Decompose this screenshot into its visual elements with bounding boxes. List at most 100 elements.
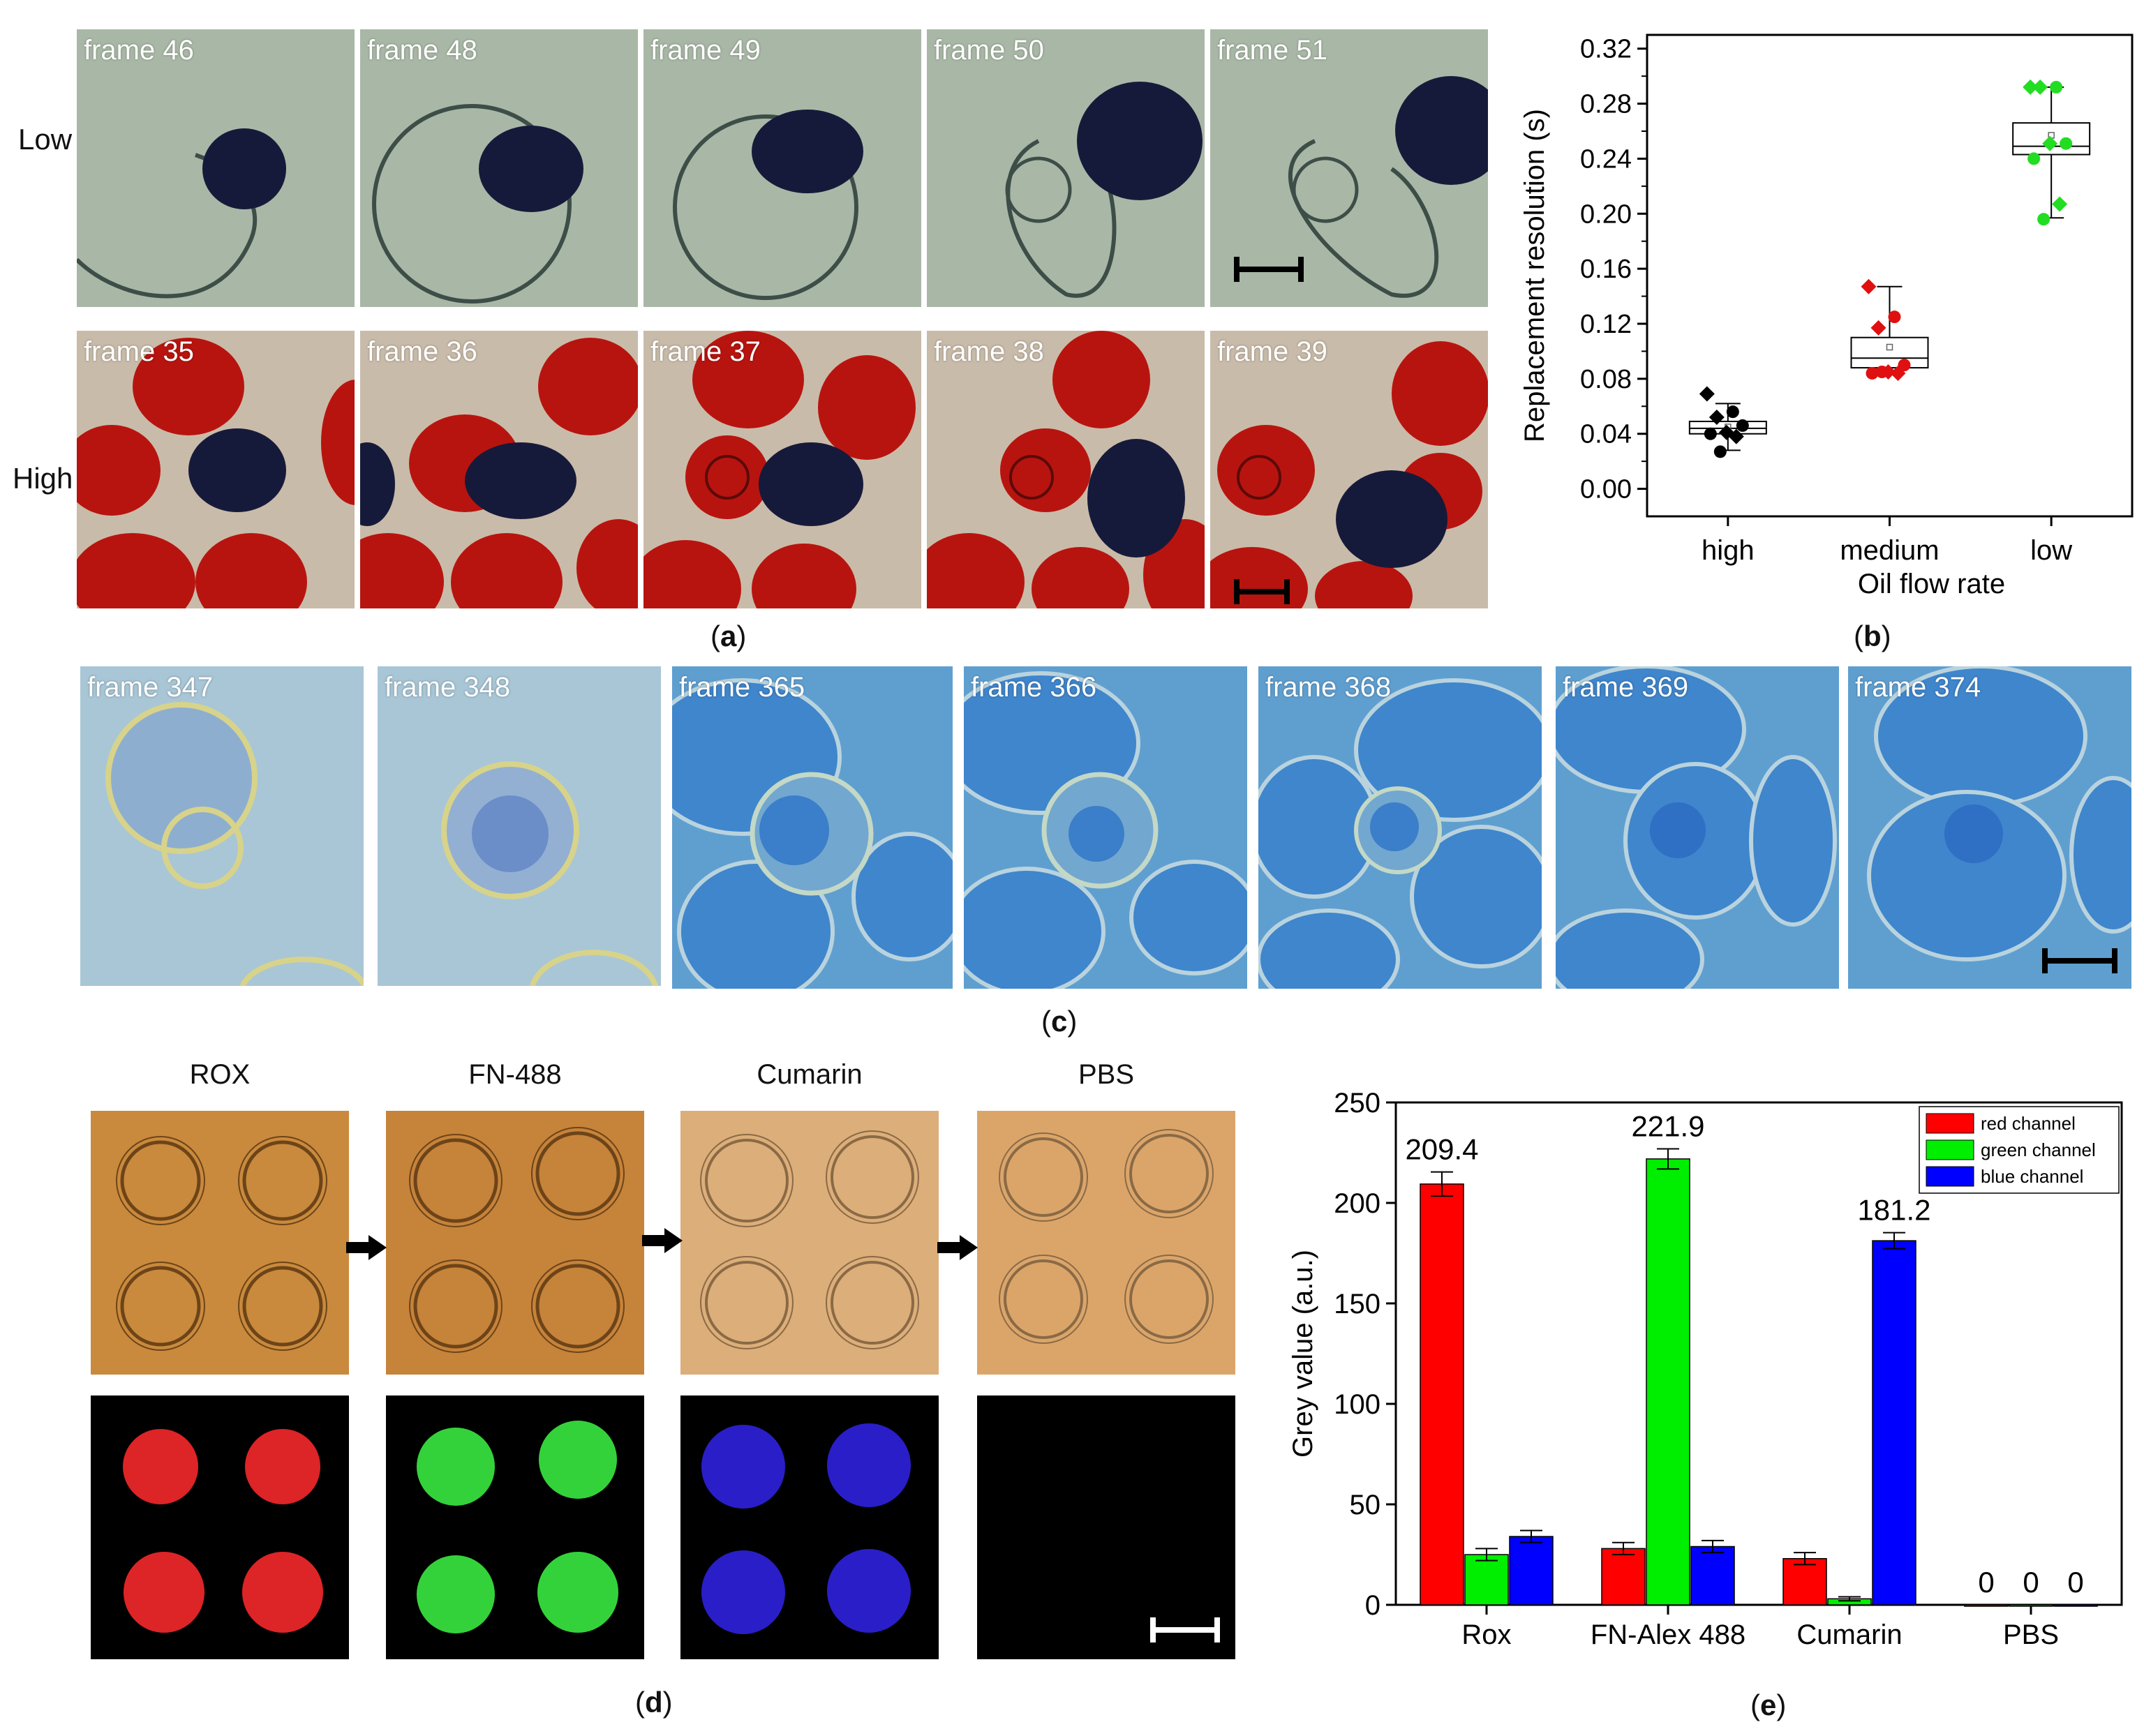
bar — [1464, 1554, 1509, 1606]
frame-label: frame 347 — [87, 672, 214, 703]
plot-frame — [1646, 33, 2134, 518]
chart-b: 0.00 0.04 0.08 0.12 0.16 0.20 0.24 0.28 0.32 Repl… — [1519, 33, 2134, 599]
d-fluor-cumarin — [680, 1395, 939, 1659]
frame-label: frame 374 — [1855, 672, 1981, 703]
bar — [2053, 1604, 2098, 1607]
data-point — [2027, 152, 2041, 165]
bar — [1646, 1158, 1690, 1606]
y-axis-label: Grey value (a.u.) — [1288, 1250, 1318, 1458]
bar — [1782, 1558, 1827, 1606]
data-point — [1699, 386, 1715, 402]
data-point — [2037, 213, 2050, 226]
frame-label: frame 36 — [367, 336, 477, 367]
c-frame-5: frame 368 — [1258, 666, 1542, 989]
data-point — [2052, 196, 2068, 212]
d-bright-pbs — [977, 1111, 1235, 1375]
y-tick-label: 0.24 — [1580, 144, 1632, 174]
data-label: 181.2 — [1857, 1194, 1930, 1227]
caption-a: (a) — [710, 620, 747, 652]
frame-label: frame 49 — [650, 35, 761, 66]
low-frame-4: frame 50 — [927, 29, 1205, 307]
c-frame-3: frame 365 — [672, 666, 953, 989]
caption-b: (b) — [1854, 620, 1891, 652]
d-fluor-pbs — [977, 1395, 1235, 1659]
frame-label: frame 368 — [1265, 672, 1392, 703]
data-point — [1870, 320, 1886, 336]
c-frame-4: frame 366 — [964, 666, 1247, 989]
bar — [1690, 1546, 1735, 1606]
y-tick-label: 0.16 — [1580, 255, 1632, 284]
frame-label: frame 50 — [934, 35, 1044, 66]
y-tick-label: 0.04 — [1580, 420, 1632, 449]
y-axis-label: Replacement resolution (s) — [1519, 109, 1550, 442]
legend-label: red channel — [1981, 1113, 2076, 1134]
data-label: 0 — [2067, 1566, 2083, 1599]
d-bright-rox — [91, 1111, 349, 1375]
x-tick-label: FN-Alex 488 — [1591, 1619, 1745, 1650]
c-frame-6: frame 369 — [1556, 666, 1839, 989]
x-tick-label: high — [1702, 535, 1755, 566]
x-tick-label: PBS — [2003, 1619, 2059, 1650]
y-tick-label: 0.12 — [1580, 310, 1632, 339]
bar — [1509, 1536, 1554, 1606]
plot-frame — [1394, 1101, 2123, 1606]
data-point — [1704, 427, 1717, 440]
x-tick-label: low — [2030, 535, 2072, 566]
frame-label: frame 39 — [1217, 336, 1327, 367]
c-frame-2: frame 348 — [378, 666, 661, 986]
mean-marker — [1886, 343, 1893, 351]
data-point — [1861, 278, 1877, 294]
frame-label: frame 366 — [971, 672, 1097, 703]
low-frame-2: frame 48 — [360, 29, 638, 307]
legend-label: green channel — [1981, 1139, 2096, 1160]
high-frame-5: frame 39 — [1210, 331, 1488, 608]
data-point — [2023, 79, 2039, 95]
y-tick-label: 150 — [1334, 1289, 1380, 1319]
y-tick-label: 0.32 — [1580, 35, 1632, 64]
arrow-icon — [346, 1235, 387, 1260]
data-point — [2032, 79, 2048, 95]
y-tick-label: 200 — [1334, 1188, 1380, 1219]
data-point — [1713, 445, 1727, 458]
bar — [1964, 1604, 2009, 1607]
c-frame-1: frame 347 — [80, 666, 364, 986]
caption-d: (d) — [635, 1686, 673, 1719]
data-point — [1708, 410, 1725, 426]
legend-swatch — [1926, 1166, 1974, 1187]
high-frame-3: frame 37 — [643, 331, 921, 608]
low-frame-3: frame 49 — [643, 29, 921, 307]
header-cumarin: Cumarin — [757, 1059, 863, 1090]
y-tick-label: 0 — [1365, 1590, 1380, 1621]
y-tick-label: 0.28 — [1580, 90, 1632, 119]
row-label-low: Low — [18, 123, 73, 156]
c-frame-7: frame 374 — [1848, 666, 2131, 989]
data-point — [1890, 365, 1906, 381]
legend-label: blue channel — [1981, 1166, 2083, 1187]
bar — [1872, 1240, 1916, 1606]
high-frame-2: frame 36 — [360, 331, 638, 608]
data-point — [2042, 135, 2058, 151]
data-point — [1866, 366, 1879, 380]
y-tick-label: 100 — [1334, 1389, 1380, 1420]
y-tick-label: 250 — [1334, 1088, 1380, 1118]
legend-swatch — [1926, 1113, 1974, 1134]
arrow-icon — [642, 1228, 683, 1253]
data-point — [1898, 359, 1911, 372]
data-label: 209.4 — [1405, 1133, 1478, 1166]
y-tick-label: 0.20 — [1580, 200, 1632, 229]
frame-label: frame 48 — [367, 35, 477, 66]
data-point — [2050, 80, 2063, 93]
high-frame-4: frame 38 — [927, 331, 1205, 608]
data-point — [1875, 366, 1889, 378]
data-point — [2060, 137, 2073, 150]
header-fn488: FN-488 — [468, 1059, 562, 1090]
x-tick-label: medium — [1840, 535, 1939, 566]
x-axis-label: Oil flow rate — [1858, 569, 2005, 599]
low-frame-1: frame 46 — [77, 29, 355, 307]
arrow-icon — [937, 1235, 978, 1260]
x-tick-label: Cumarin — [1796, 1619, 1902, 1650]
x-tick-label: Rox — [1461, 1619, 1511, 1650]
data-label: 0 — [1978, 1566, 1994, 1599]
bar — [1420, 1183, 1464, 1606]
frame-label: frame 369 — [1563, 672, 1689, 703]
